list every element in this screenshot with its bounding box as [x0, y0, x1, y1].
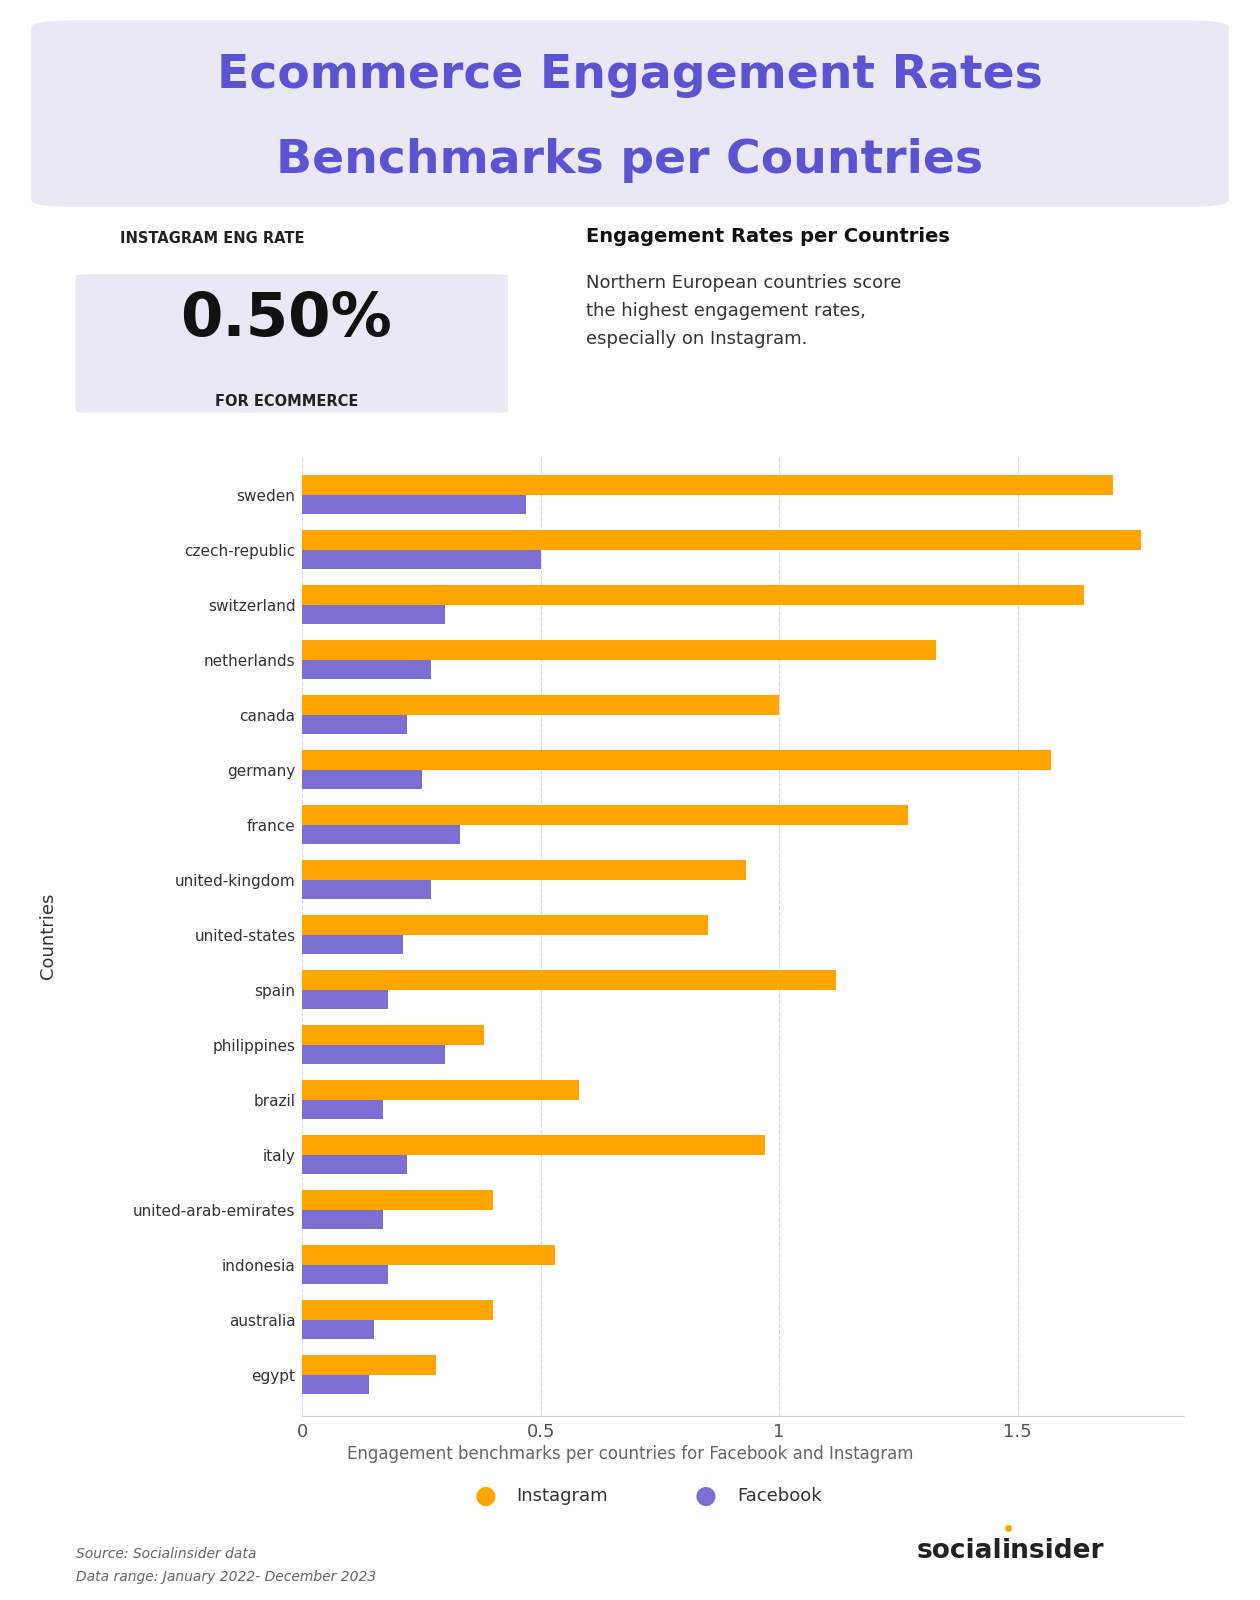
Text: Benchmarks per Countries: Benchmarks per Countries [276, 138, 984, 182]
Bar [302, 1190, 493, 1210]
Bar [302, 1374, 369, 1394]
Text: Ecommerce Engagement Rates: Ecommerce Engagement Rates [217, 53, 1043, 98]
Bar [302, 805, 908, 824]
Bar [302, 1080, 578, 1099]
Bar [302, 1155, 407, 1174]
FancyBboxPatch shape [76, 274, 508, 413]
Text: Northern European countries score
the highest engagement rates,
especially on In: Northern European countries score the hi… [586, 274, 901, 347]
Bar [302, 605, 446, 624]
Bar [302, 934, 402, 954]
Bar [302, 990, 388, 1010]
FancyBboxPatch shape [32, 21, 1228, 206]
Bar [302, 1245, 556, 1264]
Bar [302, 1320, 374, 1339]
Bar [302, 696, 779, 715]
Bar [302, 640, 936, 659]
Bar [302, 715, 407, 734]
Bar [302, 1099, 383, 1118]
Text: Engagement benchmarks per countries for Facebook and Instagram: Engagement benchmarks per countries for … [346, 1445, 914, 1462]
Bar [302, 475, 1113, 494]
Bar [302, 494, 527, 514]
Text: ●: ● [474, 1485, 496, 1507]
Text: Engagement Rates per Countries: Engagement Rates per Countries [586, 227, 950, 246]
Bar [302, 915, 708, 934]
Bar [302, 530, 1142, 549]
Text: ●: ● [694, 1485, 717, 1507]
Bar [302, 824, 460, 843]
Bar [302, 861, 746, 880]
Text: Facebook: Facebook [737, 1486, 822, 1506]
Bar [302, 770, 422, 789]
Text: Instagram: Instagram [517, 1486, 609, 1506]
Bar [302, 1026, 484, 1045]
Bar [302, 1136, 765, 1155]
Text: Source: Socialinsider data
Data range: January 2022- December 2023: Source: Socialinsider data Data range: J… [76, 1547, 375, 1584]
Text: 0.50%: 0.50% [180, 290, 392, 349]
Bar [302, 586, 1085, 605]
Text: INSTAGRAM ENG RATE: INSTAGRAM ENG RATE [120, 230, 305, 246]
Bar [302, 880, 431, 899]
Bar [302, 970, 837, 990]
Bar [302, 1301, 493, 1320]
Bar [302, 1264, 388, 1283]
Bar [302, 659, 431, 678]
Text: social: social [916, 1538, 1002, 1565]
Text: FOR ECOMMERCE: FOR ECOMMERCE [214, 394, 358, 410]
Text: insider: insider [1002, 1538, 1105, 1565]
Y-axis label: Countries: Countries [39, 893, 57, 979]
Bar [302, 1355, 436, 1374]
Bar [302, 750, 1051, 770]
Bar [302, 1210, 383, 1229]
Bar [302, 1045, 446, 1064]
Bar [302, 549, 541, 568]
